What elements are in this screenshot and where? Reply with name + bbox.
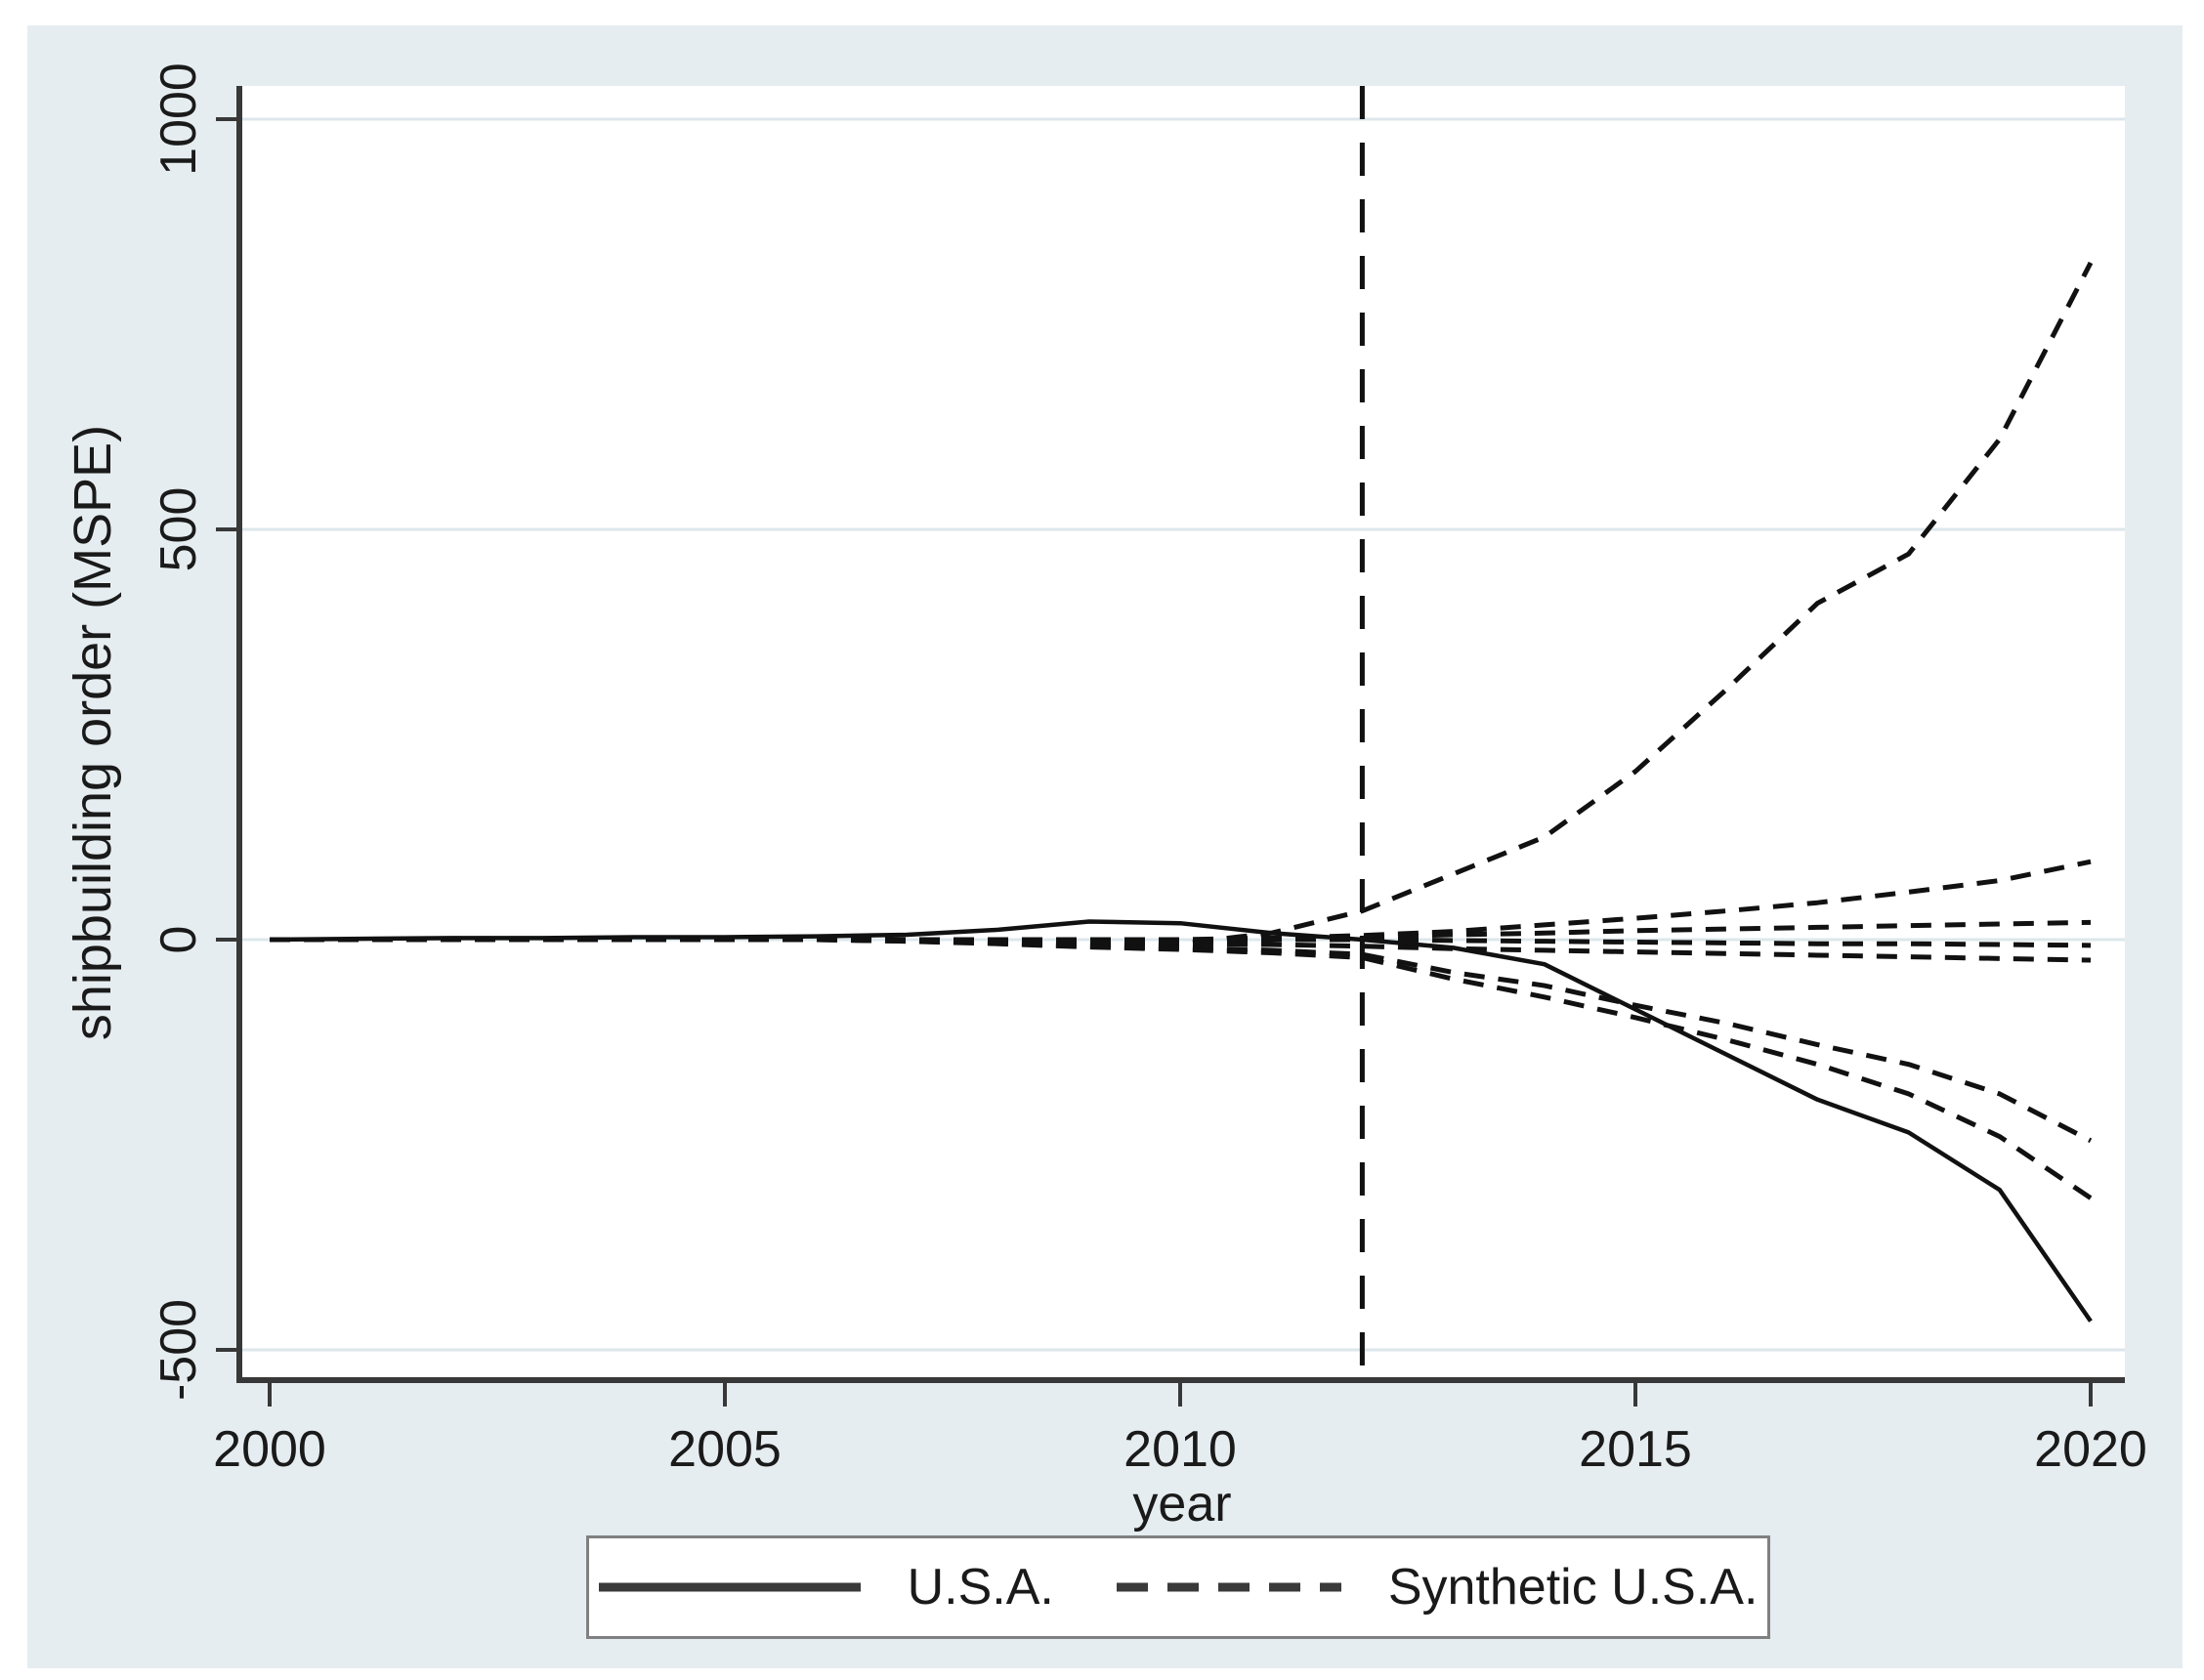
- series-synthetic-upper-extreme: [270, 261, 2094, 946]
- legend-label-usa: U.S.A.: [907, 1559, 1054, 1616]
- legend-solid-line-sample: [598, 1582, 861, 1592]
- x-tick-label: 2020: [2034, 1421, 2147, 1478]
- legend-label-synthetic-usa: Synthetic U.S.A.: [1387, 1559, 1759, 1616]
- legend-dashed-line-sample: [1116, 1582, 1341, 1592]
- y-tick-label: -500: [150, 1298, 207, 1402]
- x-tick-label: 2005: [668, 1421, 782, 1478]
- plot-area: [239, 86, 2125, 1380]
- series-synthetic-flat-high: [270, 919, 2092, 943]
- x-tick-label: 2000: [213, 1421, 326, 1478]
- legend-box: U.S.A. Synthetic U.S.A.: [586, 1535, 1770, 1639]
- y-tick-label: 500: [150, 486, 207, 572]
- x-tick-label: 2010: [1123, 1421, 1237, 1478]
- y-tick-label: 1000: [150, 63, 207, 176]
- y-tick-label: 0: [150, 925, 207, 954]
- x-tick-label: 2015: [1579, 1421, 1692, 1478]
- series-usa-gap: [269, 919, 2093, 1323]
- y-axis-title: shipbuilding order (MSPE): [64, 424, 122, 1041]
- legend-entry-synthetic-usa: Synthetic U.S.A.: [1116, 1558, 1759, 1617]
- series-synthetic-flat-low: [270, 937, 2092, 963]
- series-synthetic-rising: [270, 859, 2092, 943]
- legend-entry-usa: U.S.A.: [598, 1558, 1054, 1617]
- series-synthetic-flat-mid: [270, 937, 2092, 948]
- x-axis-title: year: [1132, 1476, 1232, 1533]
